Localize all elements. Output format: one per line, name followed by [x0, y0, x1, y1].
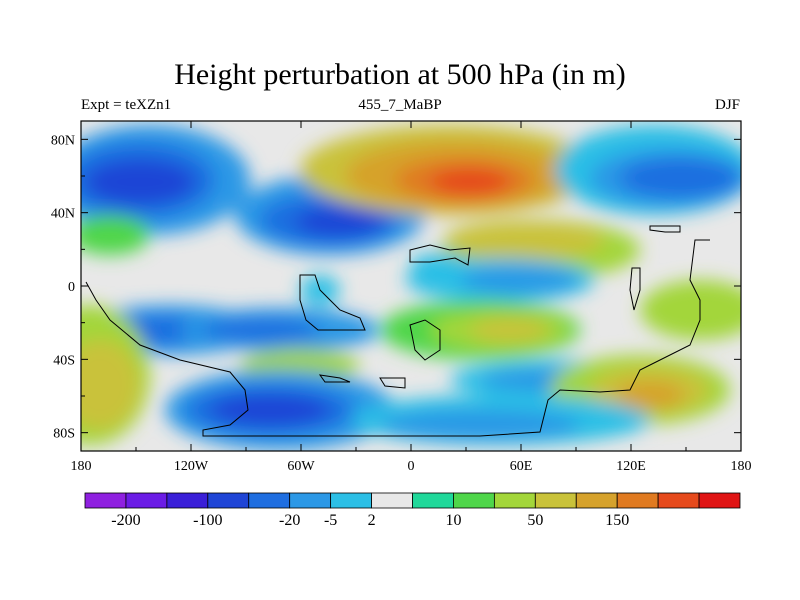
- colorbar-label: 10: [445, 512, 461, 529]
- colorbar-label: 50: [527, 512, 543, 529]
- colorbar-swatch: [657, 492, 700, 509]
- lon-tick-label: 60W: [287, 459, 315, 474]
- colorbar-swatch: [493, 492, 536, 509]
- latitude-axis: 80N 40N 0 40S 80S: [51, 133, 741, 442]
- contour-region-9: [430, 168, 510, 196]
- colorbar-swatch: [453, 492, 495, 509]
- colorbar-swatch: [207, 492, 250, 509]
- period-label: 455_7_MaBP: [358, 97, 442, 113]
- contour-region-15: [81, 215, 150, 255]
- map-title: Height perturbation at 500 hPa (in m): [174, 58, 626, 91]
- contour-region-14: [620, 158, 740, 198]
- contour-region-26: [81, 340, 140, 430]
- lon-tick-label: 0: [408, 459, 415, 474]
- lat-tick-label: 40S: [53, 353, 75, 368]
- lon-tick-label: 180: [731, 459, 752, 474]
- contour-region-19: [410, 253, 470, 277]
- colorbar-swatch: [330, 492, 372, 509]
- longitude-axis: 180 120W 60W 0 60E 120E 180: [71, 121, 752, 474]
- contour-region-24: [200, 318, 320, 342]
- lat-tick-label: 40N: [51, 207, 75, 222]
- colorbar-swatch: [575, 492, 618, 509]
- contour-region-38: [210, 394, 330, 426]
- colorbar-swatch: [371, 492, 413, 509]
- colorbar-label: 150: [605, 512, 629, 529]
- colorbar-label: -100: [193, 512, 222, 529]
- contour-region-2: [85, 160, 195, 204]
- colorbar-swatch: [84, 492, 127, 509]
- colorbar-swatch: [248, 492, 291, 509]
- colorbar-swatch: [616, 492, 659, 509]
- contour-region-5: [295, 207, 385, 237]
- contour-region-18: [460, 266, 580, 294]
- season-label: DJF: [714, 97, 740, 113]
- lon-tick-label: 120W: [174, 459, 209, 474]
- coastline-segment-4: [629, 267, 641, 311]
- contour-region-11: [445, 220, 605, 260]
- colorbar-swatch: [166, 492, 209, 509]
- colorbar-swatch: [412, 492, 454, 509]
- coastline-segment-7: [379, 377, 406, 389]
- colorbar-swatch: [125, 492, 168, 509]
- coastline-segment-5: [649, 225, 681, 233]
- coastline-segment-0: [85, 239, 710, 437]
- coastline-segment-6: [318, 374, 351, 383]
- colorbar-label: -200: [111, 512, 140, 529]
- lon-tick-label: 60E: [510, 459, 533, 474]
- colorbar-swatch: [289, 492, 332, 509]
- colorbar-swatch: [534, 492, 577, 509]
- experiment-label: Expt = teXZn1: [81, 97, 172, 113]
- colorbar-swatch: [698, 492, 741, 509]
- lat-tick-label: 0: [68, 280, 75, 295]
- colorbar: -200 -100 -20 -5 2 10 50 150: [84, 492, 741, 529]
- colorbar-label: -20: [279, 512, 300, 529]
- contour-region-35: [615, 381, 685, 409]
- coastlines: [85, 225, 710, 437]
- contour-region-30: [470, 318, 550, 342]
- coastline-segment-3: [409, 319, 441, 361]
- lat-tick-label: 80N: [51, 133, 75, 148]
- coastline-segment-2: [409, 244, 471, 266]
- lon-tick-label: 120E: [616, 459, 646, 474]
- coastline-segment-1: [299, 274, 366, 331]
- lat-tick-label: 80S: [53, 427, 75, 442]
- contour-field: [81, 121, 741, 451]
- colorbar-label: 2: [368, 512, 376, 529]
- lon-tick-label: 180: [71, 459, 92, 474]
- contour-region-16: [640, 280, 741, 340]
- colorbar-label: -5: [324, 512, 337, 529]
